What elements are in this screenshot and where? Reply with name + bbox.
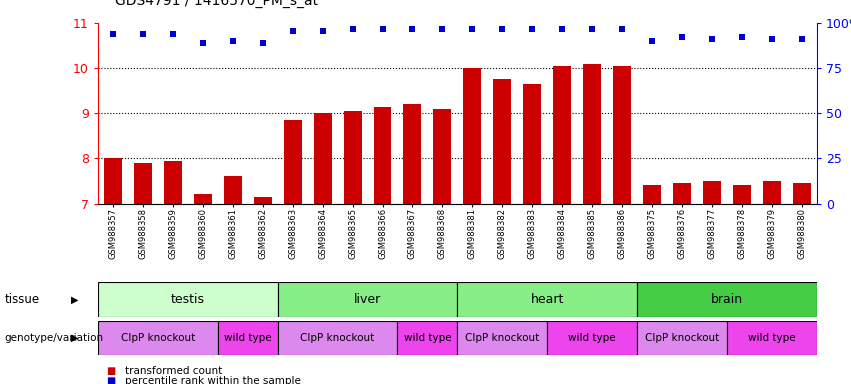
Point <box>136 31 150 37</box>
Bar <box>614 66 631 204</box>
Text: heart: heart <box>531 293 564 306</box>
Point <box>495 26 509 32</box>
Point <box>166 31 180 37</box>
Bar <box>344 111 362 204</box>
Point <box>196 40 209 46</box>
Bar <box>457 282 637 317</box>
Bar <box>277 282 457 317</box>
Text: genotype/variation: genotype/variation <box>4 333 103 343</box>
Text: GDS4791 / 1416570_PM_s_at: GDS4791 / 1416570_PM_s_at <box>115 0 318 8</box>
Point <box>346 26 359 32</box>
Point <box>316 28 329 34</box>
Bar <box>283 120 301 204</box>
Text: brain: brain <box>711 293 743 306</box>
Point <box>406 26 420 32</box>
Bar <box>194 195 212 204</box>
Point <box>676 33 689 40</box>
Bar <box>547 321 637 355</box>
Text: percentile rank within the sample: percentile rank within the sample <box>125 376 301 384</box>
Point <box>556 26 569 32</box>
Bar <box>254 197 271 204</box>
Point <box>645 38 659 44</box>
Bar <box>553 66 571 204</box>
Point <box>106 31 120 37</box>
Text: ClpP knockout: ClpP knockout <box>465 333 540 343</box>
Bar <box>313 113 332 204</box>
Bar <box>763 181 781 204</box>
Point <box>705 36 719 42</box>
Bar <box>673 183 691 204</box>
Point <box>795 36 808 42</box>
Bar <box>163 161 182 204</box>
Text: transformed count: transformed count <box>125 366 222 376</box>
Point <box>436 26 449 32</box>
Bar <box>703 181 721 204</box>
Bar <box>637 282 817 317</box>
Bar <box>464 68 482 204</box>
Text: ■: ■ <box>106 376 116 384</box>
Text: liver: liver <box>354 293 381 306</box>
Bar <box>457 321 547 355</box>
Text: testis: testis <box>171 293 205 306</box>
Point <box>256 40 270 46</box>
Text: ▶: ▶ <box>71 295 78 305</box>
Text: wild type: wild type <box>224 333 271 343</box>
Bar <box>643 185 661 204</box>
Text: ClpP knockout: ClpP knockout <box>645 333 719 343</box>
Text: ClpP knockout: ClpP knockout <box>121 333 195 343</box>
Text: wild type: wild type <box>568 333 616 343</box>
Bar <box>433 109 451 204</box>
Bar <box>397 321 457 355</box>
Point <box>615 26 629 32</box>
Text: ■: ■ <box>106 366 116 376</box>
Point <box>526 26 540 32</box>
Bar <box>523 84 541 204</box>
Point <box>286 28 300 34</box>
Bar <box>733 185 751 204</box>
Bar <box>277 321 397 355</box>
Bar <box>637 321 727 355</box>
Bar <box>403 104 421 204</box>
Point <box>765 36 779 42</box>
Text: wild type: wild type <box>403 333 451 343</box>
Bar <box>727 321 817 355</box>
Text: ▶: ▶ <box>71 333 78 343</box>
Point <box>735 33 749 40</box>
Text: wild type: wild type <box>748 333 796 343</box>
Bar <box>374 106 391 204</box>
Bar <box>104 159 122 204</box>
Point <box>585 26 599 32</box>
Point <box>375 26 389 32</box>
Point <box>465 26 479 32</box>
Bar <box>98 282 277 317</box>
Point <box>226 38 239 44</box>
Bar <box>224 177 242 204</box>
Bar <box>494 79 511 204</box>
Text: ClpP knockout: ClpP knockout <box>300 333 374 343</box>
Bar <box>583 64 601 204</box>
Bar <box>793 183 811 204</box>
Bar <box>218 321 277 355</box>
Text: tissue: tissue <box>4 293 39 306</box>
Bar <box>134 163 151 204</box>
Bar <box>98 321 218 355</box>
